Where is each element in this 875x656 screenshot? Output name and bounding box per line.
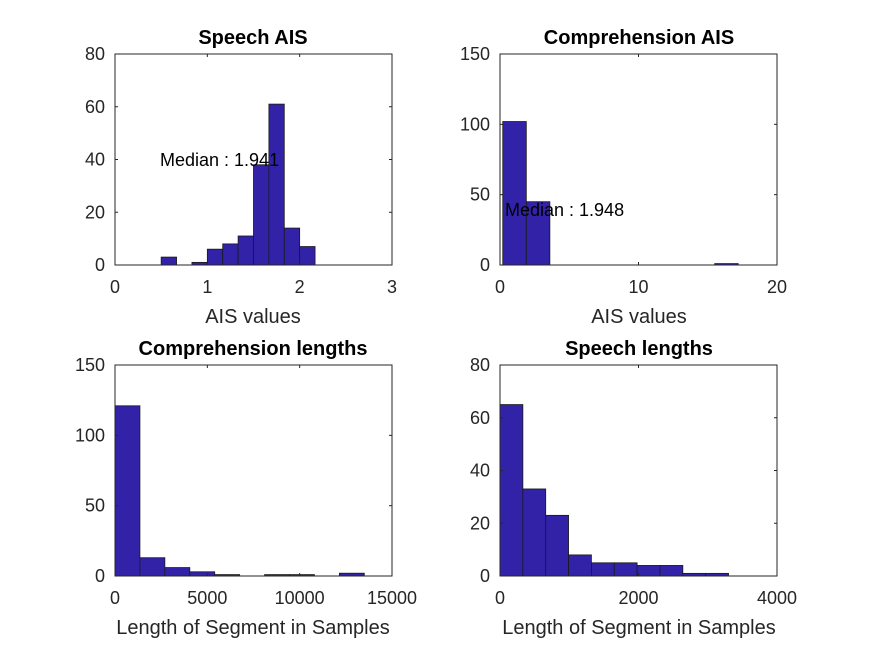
histogram-bar: [139, 557, 166, 577]
y-tick-label: 60: [85, 97, 105, 117]
x-axis-label: Length of Segment in Samples: [502, 617, 776, 639]
histogram-bar: [659, 565, 684, 577]
histogram-bar: [299, 246, 316, 266]
y-tick-label: 150: [75, 355, 105, 375]
y-tick-label: 150: [460, 44, 490, 64]
y-tick-label: 40: [470, 461, 490, 481]
y-tick-label: 60: [470, 408, 490, 428]
x-tick-label: 0: [110, 588, 120, 608]
y-tick-label: 100: [75, 425, 105, 445]
y-tick-label: 50: [470, 185, 490, 205]
x-tick-label: 2000: [618, 588, 658, 608]
x-tick-label: 2: [295, 277, 305, 297]
y-tick-label: 0: [95, 566, 105, 586]
y-tick-label: 0: [480, 255, 490, 275]
histogram-bar: [164, 567, 191, 577]
x-tick-label: 3: [387, 277, 397, 297]
x-tick-label: 10: [628, 277, 648, 297]
y-tick-label: 0: [95, 255, 105, 275]
chart-title: Comprehension lengths: [139, 338, 368, 360]
histogram-bar: [237, 235, 254, 266]
x-axis-label: Length of Segment in Samples: [116, 617, 390, 639]
speech-ais-panel: 0 1 2 3 0 20 40 60 80 Speech AIS AIS values Medi…: [85, 27, 397, 328]
histogram-bar: [502, 121, 527, 266]
chart-title: Speech AIS: [198, 27, 307, 49]
x-tick-label: 4000: [757, 588, 797, 608]
axes-area: [115, 365, 392, 576]
y-tick-label: 20: [85, 202, 105, 222]
histogram-bar: [206, 248, 224, 266]
histogram-bar: [160, 256, 177, 266]
y-tick-label: 100: [460, 114, 490, 134]
comprehension-ais-panel: 0 10 20 0 50 100 150 Comprehension AIS AIS val…: [460, 27, 787, 328]
median-annotation: Median : 1.941: [160, 150, 279, 170]
x-tick-label: 0: [495, 588, 505, 608]
y-tick-label: 0: [480, 566, 490, 586]
histogram-bar: [522, 488, 547, 577]
speech-lengths-panel: 0 2000 4000 0 20 40 60 80 Speech lengths Length…: [470, 338, 797, 639]
x-axis-label: AIS values: [591, 306, 687, 328]
histogram-bar: [499, 404, 524, 577]
x-tick-label: 10000: [275, 588, 325, 608]
histogram-bar: [283, 227, 301, 266]
y-tick-label: 50: [85, 496, 105, 516]
median-annotation: Median : 1.948: [505, 200, 624, 220]
chart-title: Comprehension AIS: [544, 27, 734, 49]
x-tick-label: 0: [495, 277, 505, 297]
y-tick-label: 80: [85, 44, 105, 64]
comprehension-lengths-panel: 0 5000 10000 15000 0 50 100 150 Comprehension l…: [75, 338, 417, 639]
y-tick-label: 20: [470, 513, 490, 533]
y-tick-label: 80: [470, 355, 490, 375]
histogram-bar: [253, 164, 270, 266]
x-tick-label: 5000: [187, 588, 227, 608]
histogram-bar: [114, 405, 141, 577]
x-axis-label: AIS values: [205, 306, 301, 328]
histogram-bar: [268, 103, 285, 266]
chart-title: Speech lengths: [565, 338, 713, 360]
x-tick-label: 15000: [367, 588, 417, 608]
x-tick-label: 1: [202, 277, 212, 297]
x-tick-label: 0: [110, 277, 120, 297]
axes-frame: [114, 364, 393, 577]
histogram-bar: [591, 562, 615, 577]
histogram-bar: [222, 243, 239, 266]
x-tick-label: 20: [767, 277, 787, 297]
y-tick-label: 40: [85, 150, 105, 170]
histogram-bar: [636, 565, 661, 577]
histogram-bar: [545, 514, 569, 577]
histogram-bar: [568, 554, 592, 577]
histogram-bar: [613, 562, 638, 577]
histogram-bar: [189, 571, 216, 577]
